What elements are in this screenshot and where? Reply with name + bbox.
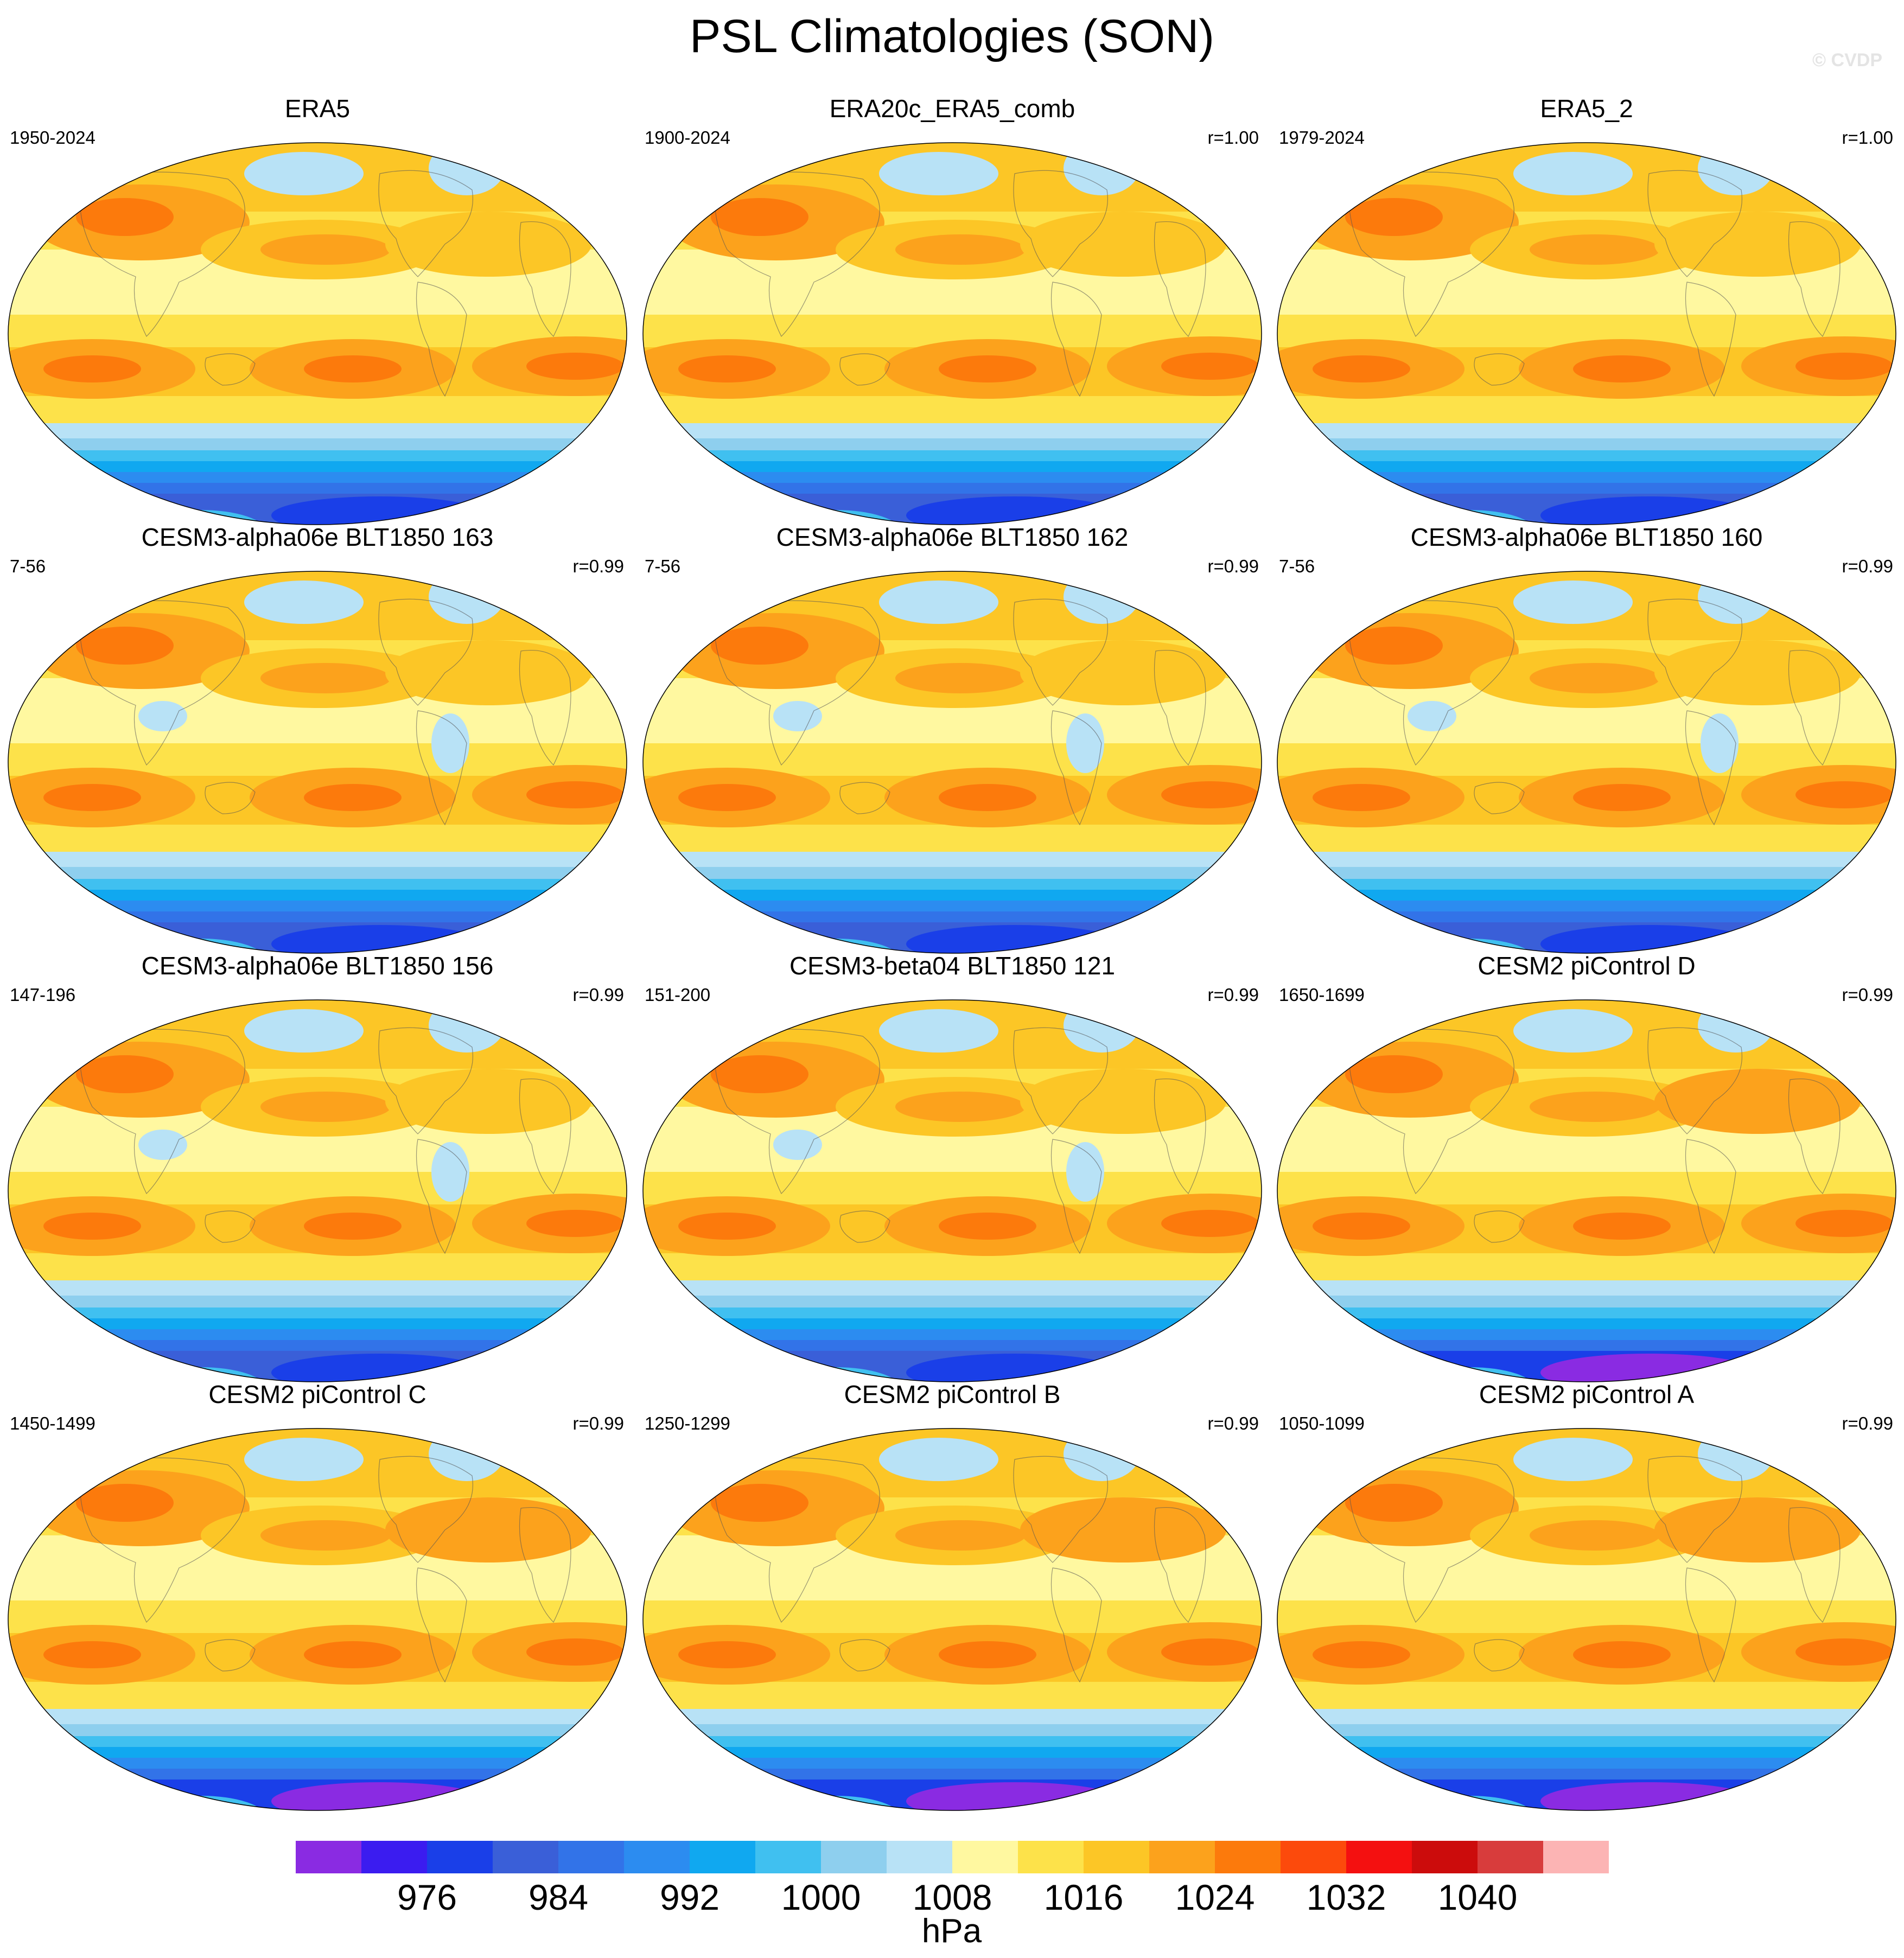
panel-title: CESM3-alpha06e BLT1850 160	[1410, 523, 1763, 551]
panel-correlation: r=1.00	[1842, 127, 1894, 148]
colorbar-tick-label: 976	[397, 1877, 457, 1917]
colorbar-tick-label: 1008	[912, 1877, 992, 1917]
map-panel: CESM3-alpha06e BLT1850 162 7-56 r=0.99	[635, 521, 1270, 954]
panel-years: 7-56	[10, 556, 46, 576]
map-panel: CESM2 piControl D 1650-1699 r=0.99	[1269, 949, 1904, 1382]
psl-map	[1277, 571, 1896, 954]
map-panel: CESM2 piControl B 1250-1299 r=0.99	[635, 1378, 1270, 1811]
panel-correlation: r=0.99	[1207, 556, 1259, 576]
map-panel: ERA5 1950-2024	[0, 92, 635, 525]
map-panel: CESM3-beta04 BLT1850 121 151-200 r=0.99	[635, 949, 1270, 1382]
psl-map	[642, 571, 1262, 954]
panel-title: CESM2 piControl B	[844, 1380, 1061, 1408]
colorbar-segment	[1215, 1841, 1281, 1873]
colorbar-tick-label: 1040	[1437, 1877, 1518, 1917]
panel-years: 7-56	[1279, 556, 1315, 576]
colorbar-segment	[1346, 1841, 1412, 1873]
psl-map	[8, 1428, 627, 1811]
psl-map	[642, 999, 1262, 1382]
panel-years: 1900-2024	[645, 127, 730, 148]
colorbar-segment	[821, 1841, 887, 1873]
panel-correlation: r=0.99	[1207, 985, 1259, 1005]
map-panel: ERA20c_ERA5_comb 1900-2024 r=1.00	[635, 92, 1270, 525]
map-panel: CESM2 piControl C 1450-1499 r=0.99	[0, 1378, 635, 1811]
panel-title: CESM3-alpha06e BLT1850 162	[776, 523, 1129, 551]
map-panel: ERA5_2 1979-2024 r=1.00	[1269, 92, 1904, 525]
map-panel: CESM3-alpha06e BLT1850 160 7-56 r=0.99	[1269, 521, 1904, 954]
panel-years: 151-200	[645, 985, 711, 1005]
colorbar-segment	[755, 1841, 822, 1873]
psl-map	[1277, 142, 1896, 525]
panel-title: CESM2 piControl A	[1479, 1380, 1695, 1408]
panel-years: 147-196	[10, 985, 76, 1005]
colorbar-units: hPa	[921, 1912, 982, 1950]
panel-correlation: r=0.99	[1842, 1413, 1894, 1433]
panel-title: CESM2 piControl C	[208, 1380, 426, 1408]
colorbar-segment	[427, 1841, 493, 1873]
colorbar-tick-label: 984	[528, 1877, 589, 1917]
colorbar-segment	[493, 1841, 559, 1873]
panel-correlation: r=0.99	[572, 985, 625, 1005]
panel-correlation: r=0.99	[1842, 985, 1894, 1005]
map-panel: CESM2 piControl A 1050-1099 r=0.99	[1269, 1378, 1904, 1811]
colorbar-segment	[1149, 1841, 1215, 1873]
colorbar-segment	[1543, 1841, 1609, 1873]
colorbar-tick-label: 992	[659, 1877, 720, 1917]
panel-correlation: r=0.99	[572, 556, 625, 576]
panel-title: CESM3-beta04 BLT1850 121	[789, 952, 1116, 980]
panel-years: 1950-2024	[10, 127, 95, 148]
psl-map	[642, 142, 1262, 525]
panel-title: CESM2 piControl D	[1478, 952, 1696, 980]
colorbar-segment	[1412, 1841, 1478, 1873]
colorbar-tick-label: 1024	[1175, 1877, 1255, 1917]
colorbar-segment	[1018, 1841, 1084, 1873]
panel-title: ERA5_2	[1540, 94, 1633, 123]
panel-years: 1250-1299	[645, 1413, 730, 1433]
panel-title: CESM3-alpha06e BLT1850 156	[141, 952, 494, 980]
colorbar-tick-label: 1032	[1306, 1877, 1386, 1917]
colorbar-segment	[558, 1841, 625, 1873]
panel-title: CESM3-alpha06e BLT1850 163	[141, 523, 494, 551]
colorbar-segment	[1478, 1841, 1544, 1873]
figure-title: PSL Climatologies (SON)	[690, 10, 1214, 62]
psl-map	[8, 999, 627, 1382]
colorbar-segment	[690, 1841, 756, 1873]
panel-correlation: r=0.99	[1207, 1413, 1259, 1433]
colorbar-segment	[887, 1841, 953, 1873]
colorbar-segment	[1281, 1841, 1347, 1873]
panel-correlation: r=0.99	[572, 1413, 625, 1433]
panel-years: 1050-1099	[1279, 1413, 1365, 1433]
colorbar-segment	[624, 1841, 690, 1873]
psl-map	[1277, 1428, 1896, 1811]
panel-years: 1650-1699	[1279, 985, 1365, 1005]
colorbar-tick-label: 1000	[781, 1877, 861, 1917]
colorbar-segment	[952, 1841, 1018, 1873]
panel-years: 7-56	[645, 556, 681, 576]
colorbar-segment	[361, 1841, 428, 1873]
panel-correlation: r=0.99	[1842, 556, 1894, 576]
panel-title: ERA5	[284, 94, 351, 123]
map-panel: CESM3-alpha06e BLT1850 163 7-56 r=0.99	[0, 521, 635, 954]
colorbar	[296, 1841, 1609, 1873]
panel-correlation: r=1.00	[1207, 127, 1259, 148]
psl-map	[1277, 999, 1896, 1382]
panel-years: 1979-2024	[1279, 127, 1365, 148]
panel-title: ERA20c_ERA5_comb	[829, 94, 1075, 123]
psl-map	[8, 142, 627, 525]
map-panel: CESM3-alpha06e BLT1850 156 147-196 r=0.99	[0, 949, 635, 1382]
cvdp-watermark: © CVDP	[1812, 50, 1882, 71]
psl-map	[8, 571, 627, 954]
colorbar-tick-label: 1016	[1043, 1877, 1124, 1917]
colorbar-segment	[296, 1841, 362, 1873]
colorbar-segment	[1084, 1841, 1150, 1873]
psl-map	[642, 1428, 1262, 1811]
panel-years: 1450-1499	[10, 1413, 95, 1433]
